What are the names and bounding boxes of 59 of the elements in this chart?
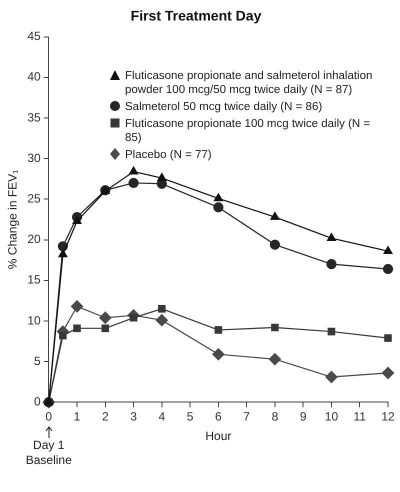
point	[156, 314, 168, 326]
x-tick-label: 0	[45, 410, 52, 424]
legend-label: Placebo (N = 77)	[125, 148, 212, 162]
y-tick-label: 25	[27, 192, 42, 206]
x-tick-label: 7	[243, 410, 250, 424]
point	[382, 264, 394, 274]
x-tick-label: 12	[381, 410, 395, 424]
x-axis-title: Hour	[205, 429, 232, 444]
x-tick-label: 3	[130, 410, 138, 424]
point	[214, 193, 223, 202]
x-tick-label: 4	[158, 410, 166, 424]
point	[212, 348, 224, 360]
point	[384, 246, 392, 254]
point	[158, 305, 166, 313]
y-axis-title: % Change in FEV₁	[6, 170, 20, 270]
point	[102, 324, 110, 332]
point	[328, 328, 336, 336]
y-tick-label: 45	[27, 29, 42, 44]
x-tick-label: 11	[353, 410, 366, 424]
point	[326, 233, 336, 242]
point	[268, 353, 282, 366]
point	[214, 326, 222, 334]
point	[129, 166, 138, 174]
point	[72, 216, 82, 224]
legend-label: Fluticasone propionate 100 mcg twice daily (N = 85)	[125, 116, 372, 145]
x-tick-label: 5	[186, 410, 194, 424]
legend-label: Salmeterol 50 mcg twice daily (N = 86)	[125, 100, 322, 114]
point	[99, 312, 112, 324]
x-tick-label: 2	[102, 410, 109, 424]
x-tick-label: 10	[324, 410, 338, 424]
x-tick-label: 9	[300, 410, 307, 424]
y-tick-label: 0	[34, 394, 42, 409]
point	[271, 324, 279, 332]
point	[73, 324, 81, 332]
y-tick-label: 10	[27, 313, 42, 328]
point	[70, 300, 84, 312]
point	[157, 172, 166, 181]
x-tick-label: 6	[215, 410, 222, 424]
y-tick-label: 20	[27, 232, 42, 246]
y-tick-label: 30	[27, 150, 42, 165]
point	[382, 366, 394, 380]
point	[270, 212, 280, 220]
x-tick-label: 1	[74, 410, 81, 424]
point	[384, 334, 392, 342]
point	[128, 178, 139, 188]
point	[59, 332, 67, 340]
y-tick-label: 15	[27, 272, 42, 287]
y-tick-label: 40	[27, 70, 42, 84]
point	[270, 240, 280, 250]
x-tick-label: 8	[272, 410, 279, 424]
point	[326, 259, 337, 270]
chart-title: First Treatment Day	[130, 7, 262, 24]
legend-label: Fluticasone propionate and salmeterol inhalation powder 100 mcg/50 mcg twice daily (N = 87)	[125, 68, 374, 97]
text: Day 1 Baseline	[24, 438, 73, 468]
y-tick-label: 5	[34, 354, 42, 368]
point	[325, 370, 338, 384]
point	[58, 249, 68, 258]
y-tick-label: 35	[27, 110, 42, 124]
point	[213, 202, 224, 212]
